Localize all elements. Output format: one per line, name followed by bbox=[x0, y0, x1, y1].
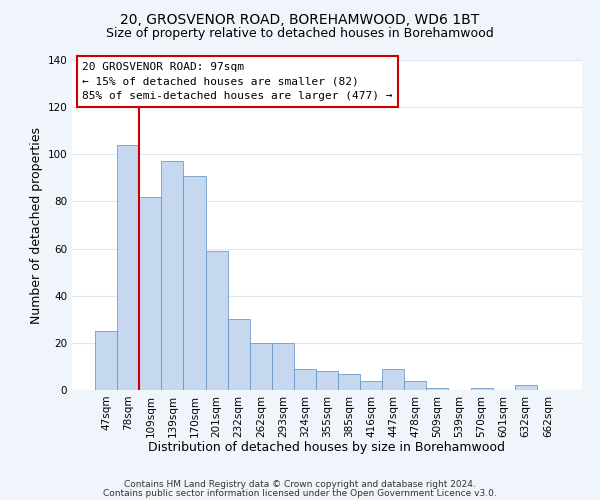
Bar bbox=[338, 374, 360, 390]
Bar bbox=[515, 386, 537, 390]
Text: 20 GROSVENOR ROAD: 97sqm
← 15% of detached houses are smaller (82)
85% of semi-d: 20 GROSVENOR ROAD: 97sqm ← 15% of detach… bbox=[82, 62, 392, 101]
Bar bbox=[427, 388, 448, 390]
Bar bbox=[250, 343, 272, 390]
Bar bbox=[161, 162, 184, 390]
Bar bbox=[184, 176, 206, 390]
Text: Contains HM Land Registry data © Crown copyright and database right 2024.: Contains HM Land Registry data © Crown c… bbox=[124, 480, 476, 489]
Bar bbox=[404, 380, 427, 390]
Bar bbox=[470, 388, 493, 390]
Text: Size of property relative to detached houses in Borehamwood: Size of property relative to detached ho… bbox=[106, 28, 494, 40]
Bar bbox=[360, 380, 382, 390]
Bar bbox=[139, 196, 161, 390]
X-axis label: Distribution of detached houses by size in Borehamwood: Distribution of detached houses by size … bbox=[149, 441, 505, 454]
Bar bbox=[206, 251, 227, 390]
Text: 20, GROSVENOR ROAD, BOREHAMWOOD, WD6 1BT: 20, GROSVENOR ROAD, BOREHAMWOOD, WD6 1BT bbox=[121, 12, 479, 26]
Text: Contains public sector information licensed under the Open Government Licence v3: Contains public sector information licen… bbox=[103, 488, 497, 498]
Y-axis label: Number of detached properties: Number of detached properties bbox=[30, 126, 43, 324]
Bar bbox=[316, 371, 338, 390]
Bar bbox=[117, 145, 139, 390]
Bar bbox=[382, 369, 404, 390]
Bar bbox=[95, 331, 117, 390]
Bar bbox=[294, 369, 316, 390]
Bar bbox=[227, 320, 250, 390]
Bar bbox=[272, 343, 294, 390]
